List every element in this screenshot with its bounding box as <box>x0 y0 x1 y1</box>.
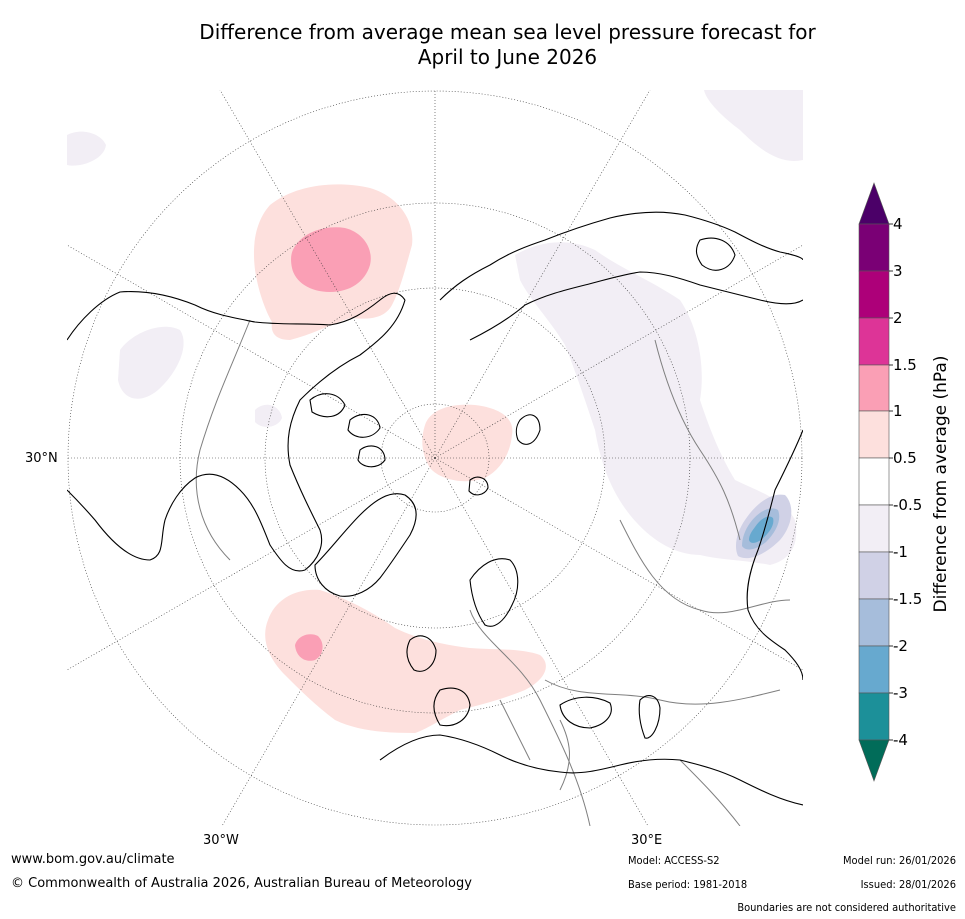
colorbar-band-minus-0-5-1 <box>858 504 890 553</box>
meridian-30e <box>434 457 649 826</box>
coast-caspian <box>638 695 661 739</box>
colorbar-tick-minus-4: -4 <box>893 731 908 749</box>
coast-europe-south <box>379 734 803 806</box>
coast-north-america <box>67 299 406 572</box>
title-line-2: April to June 2026 <box>417 45 598 69</box>
meridian-120w <box>67 244 436 459</box>
colorbar-band-1-1-5 <box>858 364 890 412</box>
coast-east-asia <box>746 429 803 681</box>
colorbar-title: Difference from average (hPa) <box>931 355 951 613</box>
coast-svalbard <box>468 476 489 496</box>
coast-alaska <box>67 291 406 341</box>
colorbar-band-3-4 <box>858 223 890 272</box>
anomaly-negative-northeast <box>704 90 803 161</box>
lat-label-30n: 30°N <box>25 451 58 466</box>
title-line-1: Difference from average mean sea level p… <box>199 20 816 44</box>
anomaly-negative-top-left <box>67 131 106 166</box>
colorbar-ticks <box>889 223 893 741</box>
footer-disclaimer: Boundaries are not considered authoritat… <box>737 901 956 914</box>
coast-greenland <box>314 493 417 597</box>
colorbar-band-minus-1-5-2 <box>858 598 890 647</box>
lon-label-30e: 30°E <box>631 833 663 848</box>
coast-eurasia-north <box>439 211 803 301</box>
anomaly-shading <box>67 90 803 733</box>
coast-black-sea <box>559 696 612 729</box>
colorbar-tick-minus-0-5: -0.5 <box>893 496 923 514</box>
anomaly-positive-north-pole <box>422 404 513 482</box>
colorbar-tick-1: 1 <box>893 402 903 420</box>
anomaly-negative-siberia <box>515 242 797 565</box>
colorbar-tick-1-5: 1.5 <box>893 356 917 374</box>
meridian-150w <box>219 90 436 459</box>
coastlines <box>67 211 803 806</box>
lon-label-30w: 30°W <box>203 833 239 848</box>
anomaly-negative-2-east-asia <box>749 516 774 543</box>
colorbar-tick-3: 3 <box>893 262 903 280</box>
colorbar-tick-4: 4 <box>893 215 903 233</box>
coast-kamchatka <box>695 237 736 271</box>
colorbar-band-minus-2-3 <box>858 645 890 694</box>
colorbar-band-2-3 <box>858 270 890 319</box>
colorbar-extend-top <box>858 182 890 225</box>
footer-base-period: Base period: 1981-2018 <box>628 878 748 891</box>
anomaly-positive-1-north-pacific <box>291 227 371 292</box>
border-russia-south <box>544 679 781 705</box>
latitude-circle-60 <box>264 287 606 629</box>
anomaly-negative-small <box>255 404 282 427</box>
meridian-150e <box>434 90 651 459</box>
coast-europe-west <box>406 635 471 727</box>
colorbar-tick-2: 2 <box>893 309 903 327</box>
meridian-120e <box>434 244 803 459</box>
border-us-canada <box>195 319 251 561</box>
border-europe <box>469 609 591 826</box>
colorbar-tick-0-5: 0.5 <box>893 449 917 467</box>
border-middle-east <box>679 759 741 826</box>
anomaly-positive-north-atlantic <box>265 589 546 733</box>
footer-model-run: Model run: 26/01/2026 <box>843 854 956 867</box>
anomaly-negative-pacific <box>118 326 184 399</box>
border-balkans <box>499 699 570 791</box>
colorbar-band-neutral <box>858 457 890 506</box>
colorbar-tick-minus-1-5: -1.5 <box>893 590 923 608</box>
anomaly-positive-1-north-atlantic <box>295 634 323 661</box>
colorbar-band-minus-3-4 <box>858 692 890 741</box>
colorbar-extend-bottom <box>858 739 890 782</box>
colorbar-tick-minus-1: -1 <box>893 543 908 561</box>
country-borders <box>195 319 791 826</box>
coast-scandinavia <box>469 558 519 627</box>
coast-siberia <box>469 271 803 341</box>
footer-url[interactable]: www.bom.gov.au/climate <box>11 852 175 867</box>
colorbar-tick-minus-3: -3 <box>893 684 908 702</box>
coast-novaya-zemlya <box>515 414 541 445</box>
chart-title: Difference from average mean sea level p… <box>60 20 955 70</box>
footer-copyright: © Commonwealth of Australia 2026, Austra… <box>11 876 472 891</box>
colorbar-tick-minus-2: -2 <box>893 637 908 655</box>
colorbar-band-minus-1-1-5 <box>858 551 890 600</box>
map-area <box>67 90 803 826</box>
border-central-asia <box>619 519 791 614</box>
border-china <box>654 339 741 541</box>
footer-model: Model: ACCESS-S2 <box>628 854 720 867</box>
colorbar-band-1-5-2 <box>858 317 890 366</box>
colorbar-band-0-5-1 <box>858 410 890 459</box>
coast-arctic-islands <box>309 393 386 468</box>
footer-issued: Issued: 28/01/2026 <box>860 878 956 891</box>
meridian-30w <box>221 457 436 826</box>
colorbar <box>858 182 893 782</box>
graticule <box>67 90 803 826</box>
